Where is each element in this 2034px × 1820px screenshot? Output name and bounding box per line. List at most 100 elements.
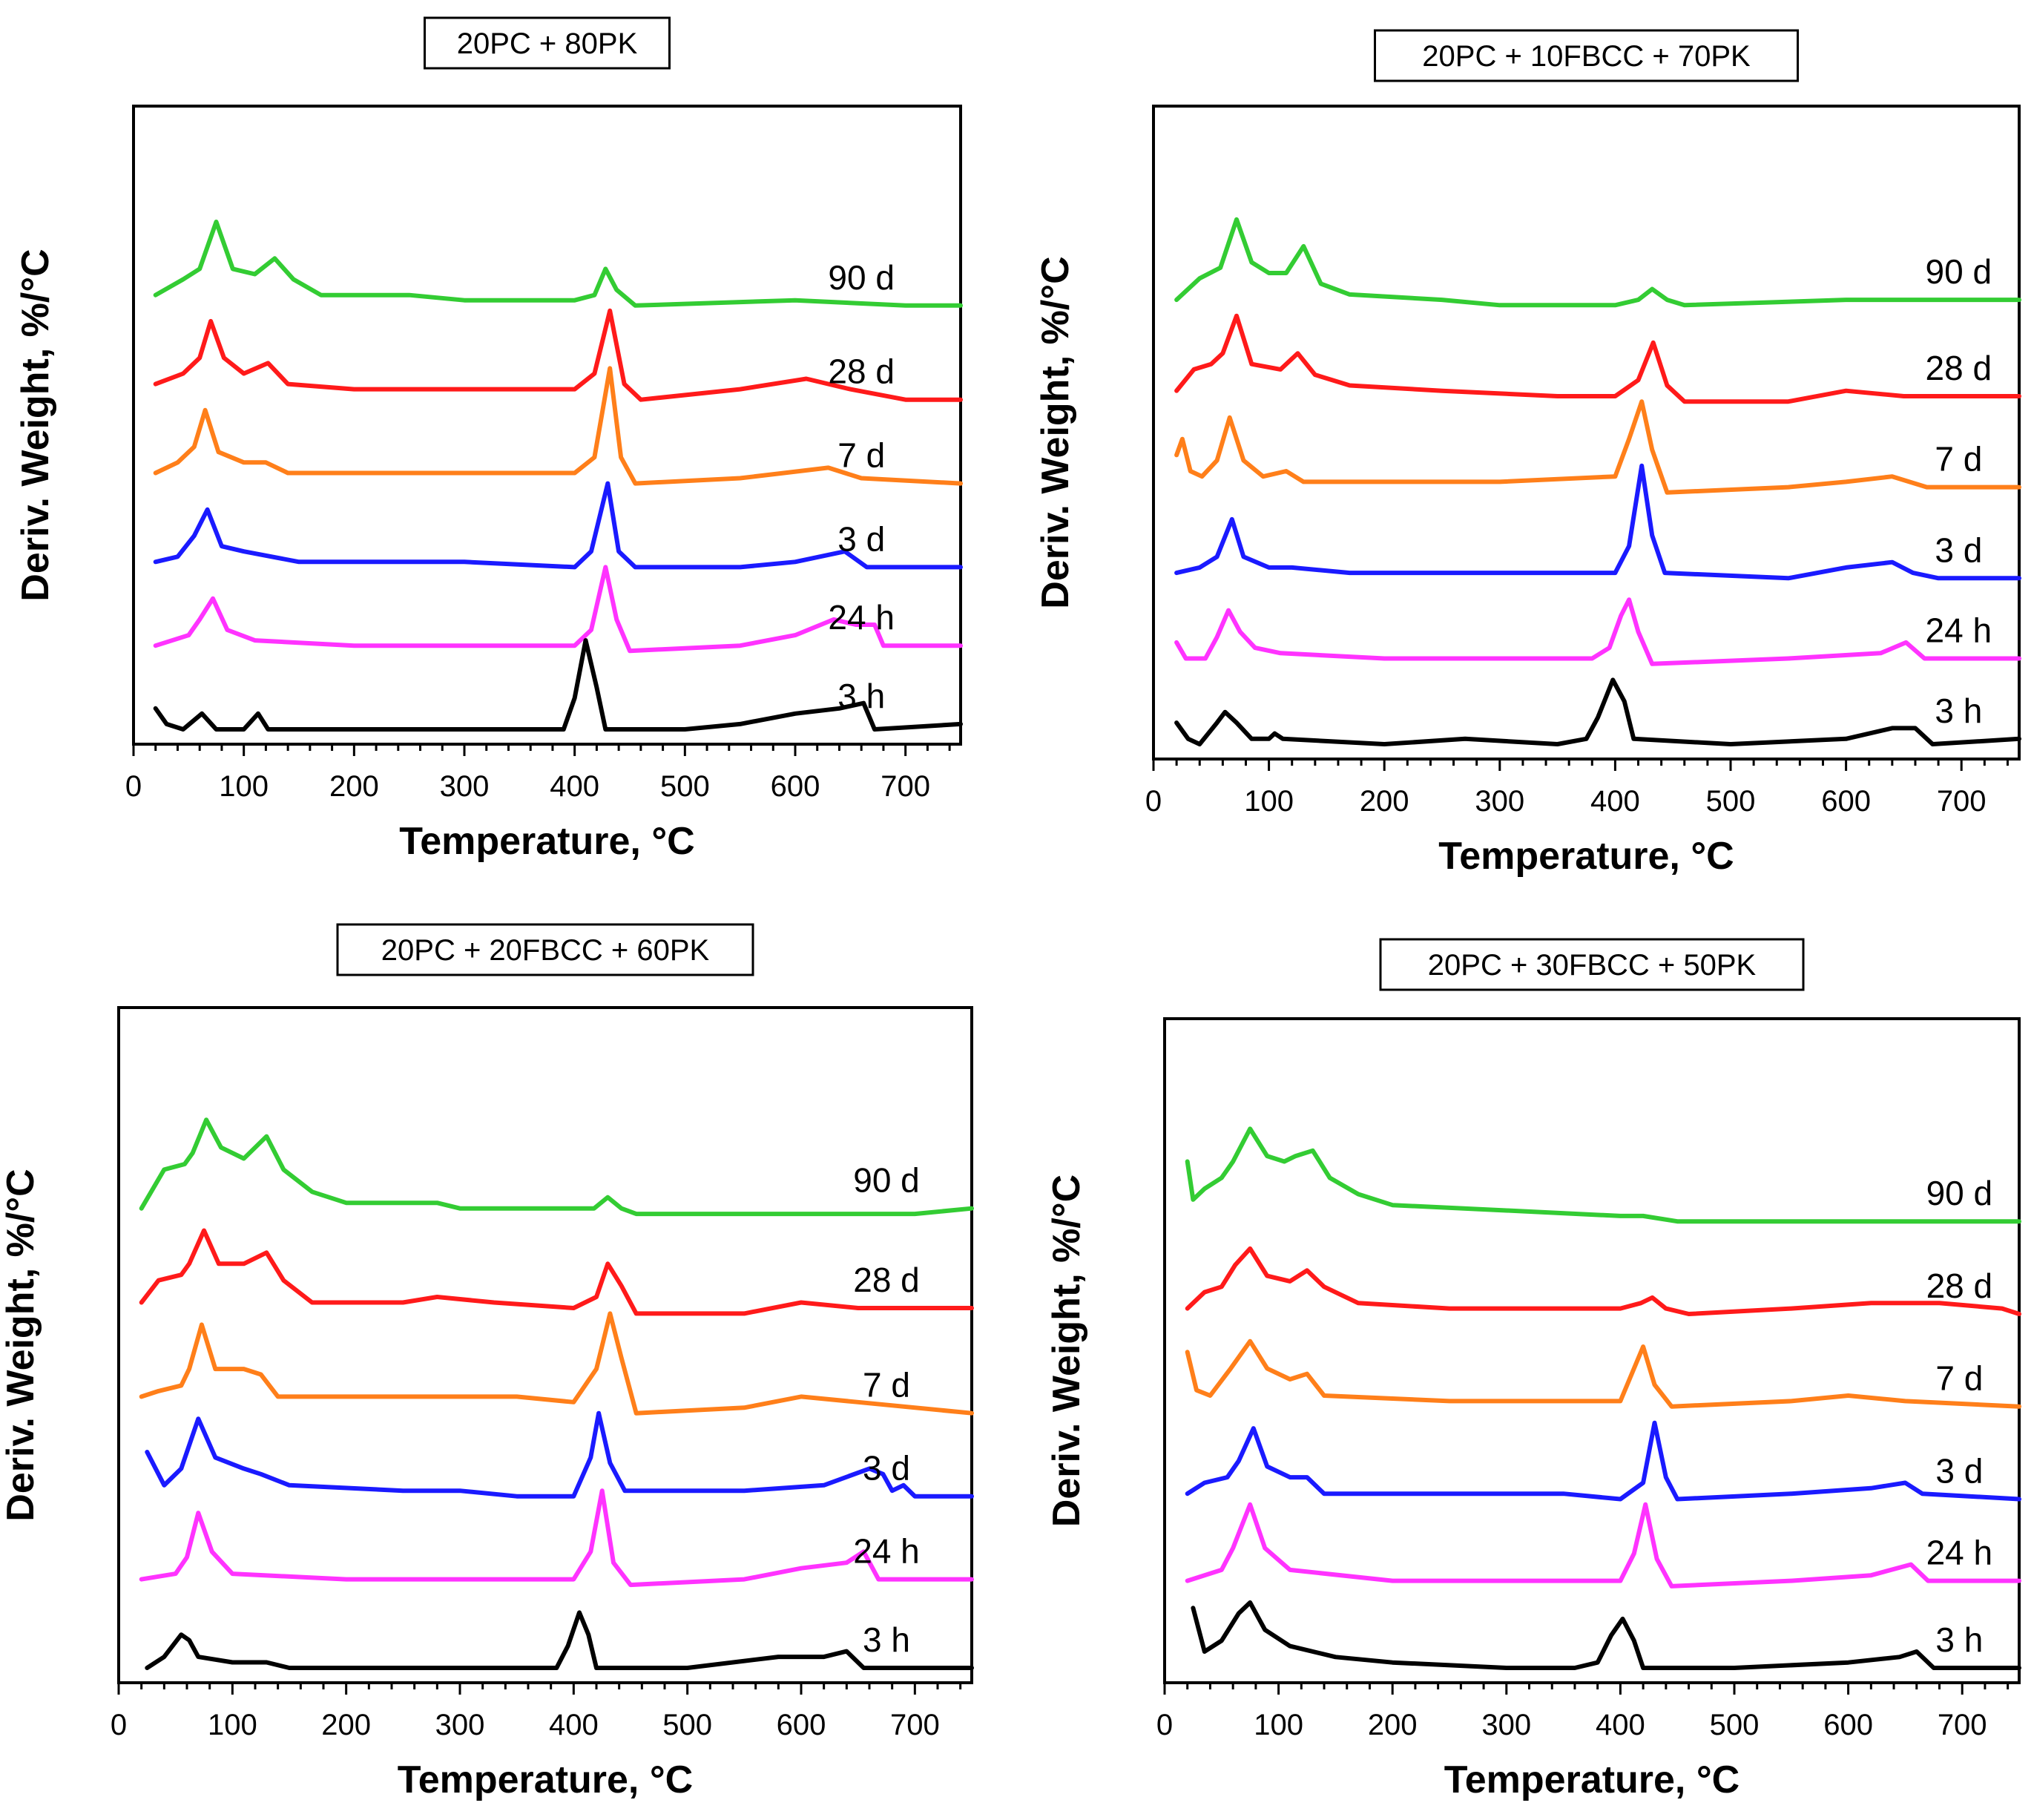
series-label-3-h: 3 h xyxy=(863,1620,910,1659)
series-label-7-d: 7 d xyxy=(1935,1359,1983,1398)
series-label-24-h: 24 h xyxy=(853,1532,920,1571)
panel-title: 20PC + 30FBCC + 50PK xyxy=(1428,949,1757,982)
x-tick-label: 200 xyxy=(1360,785,1409,818)
series-label-3-h: 3 h xyxy=(837,677,885,715)
series-label-90-d: 90 d xyxy=(828,258,895,297)
x-tick-label: 600 xyxy=(1821,785,1871,818)
panel-title-box xyxy=(424,16,671,70)
x-tick-label: 0 xyxy=(111,1709,127,1741)
x-tick-label: 600 xyxy=(771,770,820,803)
series-line-7-d xyxy=(139,1311,974,1416)
x-tick-label: 200 xyxy=(1368,1709,1418,1741)
series-label-3-d: 3 d xyxy=(837,519,885,558)
x-tick-label: 0 xyxy=(1145,785,1162,818)
series-line-90-d xyxy=(153,220,963,308)
x-tick-label: 600 xyxy=(1823,1709,1873,1741)
series-label-28-d: 28 d xyxy=(828,352,895,391)
x-tick-label: 300 xyxy=(435,1709,485,1741)
plot-frame xyxy=(132,105,962,746)
x-tick-label: 400 xyxy=(549,1709,599,1741)
x-tick-label: 0 xyxy=(125,770,142,803)
plot-frame xyxy=(117,1006,973,1684)
series-line-3-h xyxy=(153,638,963,732)
panel-20pc-30fbcc-50pk: 20PC + 30FBCC + 50PK 0 100 200 300 400 500 600 7… xyxy=(1045,938,2021,1801)
series-label-3-h: 3 h xyxy=(1935,1620,1983,1659)
x-tick-label: 400 xyxy=(1590,785,1640,818)
x-tick-label: 700 xyxy=(881,770,930,803)
series-line-3-d xyxy=(1174,463,2021,581)
x-axis-title: Temperature, °C xyxy=(398,1758,693,1801)
x-tick-label: 200 xyxy=(321,1709,371,1741)
panel-title-box xyxy=(1374,29,1799,82)
series-line-90-d xyxy=(1185,1126,2021,1224)
series-label-24-h: 24 h xyxy=(1926,1534,1993,1572)
series-line-90-d xyxy=(139,1117,974,1217)
series-label-7-d: 7 d xyxy=(1935,440,1982,479)
series-line-3-h xyxy=(1191,1600,2021,1670)
series-label-90-d: 90 d xyxy=(1926,252,1992,291)
series-label-3-d: 3 d xyxy=(1935,530,1982,569)
y-axis-title: Deriv. Weight, %/°C xyxy=(1045,1175,1088,1527)
x-tick-label: 500 xyxy=(1706,785,1756,818)
series-line-24-h xyxy=(139,1488,974,1588)
x-tick-label: 200 xyxy=(329,770,379,803)
x-tick-label: 700 xyxy=(1938,1709,1987,1741)
x-tick-label: 100 xyxy=(1244,785,1294,818)
series-label-90-d: 90 d xyxy=(1926,1174,1993,1212)
panel-title: 20PC + 80PK xyxy=(457,27,638,60)
series-line-7-d xyxy=(153,366,963,486)
series-line-90-d xyxy=(1174,217,2021,308)
series-label-28-d: 28 d xyxy=(1926,349,1992,387)
series-label-24-h: 24 h xyxy=(1926,611,1992,650)
series-line-7-d xyxy=(1174,399,2021,495)
series-label-90-d: 90 d xyxy=(853,1161,920,1200)
series-label-7-d: 7 d xyxy=(863,1366,910,1405)
plot-frame xyxy=(1152,105,2021,760)
panel-20pc-20fbcc-60pk: 20PC + 20FBCC + 60PK 0 100 200 300 400 500 600 7… xyxy=(0,923,974,1801)
series-line-24-h xyxy=(1185,1502,2021,1589)
series-line-24-h xyxy=(153,565,963,654)
x-tick-label: 100 xyxy=(1254,1709,1303,1741)
panel-title: 20PC + 10FBCC + 70PK xyxy=(1422,40,1751,73)
x-tick-label: 500 xyxy=(662,1709,712,1741)
x-tick-label: 0 xyxy=(1156,1709,1173,1741)
series-label-28-d: 28 d xyxy=(853,1261,920,1299)
series-line-3-h xyxy=(145,1610,974,1670)
x-tick-label: 400 xyxy=(550,770,599,803)
x-tick-label: 100 xyxy=(208,1709,257,1741)
panel-title: 20PC + 20FBCC + 60PK xyxy=(381,934,710,967)
series-label-3-h: 3 h xyxy=(1935,691,1982,730)
series-line-3-h xyxy=(1174,677,2021,746)
y-axis-title: Deriv. Weight, %/°C xyxy=(14,249,57,601)
x-tick-label: 300 xyxy=(1475,785,1524,818)
x-tick-label: 100 xyxy=(219,770,269,803)
x-axis-title: Temperature, °C xyxy=(1444,1758,1740,1801)
y-axis-title: Deriv. Weight, %/°C xyxy=(0,1169,42,1521)
series-line-7-d xyxy=(1185,1338,2021,1409)
panel-title-box xyxy=(336,923,754,976)
panel-title-box xyxy=(1379,938,1805,991)
x-tick-label: 300 xyxy=(440,770,490,803)
series-line-28-d xyxy=(153,308,963,402)
panel-20pc-80pk: 20PC + 80PK 0 100 200 300 400 500 600 700 Tempera… xyxy=(14,16,963,863)
series-line-24-h xyxy=(1174,597,2021,666)
series-label-7-d: 7 d xyxy=(837,436,885,475)
series-line-3-d xyxy=(145,1410,974,1499)
series-label-3-d: 3 d xyxy=(1935,1451,1983,1490)
x-tick-label: 600 xyxy=(777,1709,826,1741)
series-label-28-d: 28 d xyxy=(1926,1267,1993,1305)
series-line-3-d xyxy=(153,481,963,570)
x-tick-label: 500 xyxy=(660,770,710,803)
x-tick-label: 500 xyxy=(1710,1709,1760,1741)
plot-frame xyxy=(1163,1017,2021,1684)
series-line-28-d xyxy=(1185,1246,2021,1316)
x-tick-label: 700 xyxy=(890,1709,940,1741)
x-tick-label: 400 xyxy=(1596,1709,1645,1741)
series-line-3-d xyxy=(1185,1420,2021,1502)
series-label-24-h: 24 h xyxy=(828,598,895,637)
x-axis-title: Temperature, °C xyxy=(399,820,694,863)
y-axis-title: Deriv. Weight, %/°C xyxy=(1034,256,1077,608)
x-axis-title: Temperature, °C xyxy=(1438,835,1734,878)
x-tick-label: 300 xyxy=(1481,1709,1531,1741)
